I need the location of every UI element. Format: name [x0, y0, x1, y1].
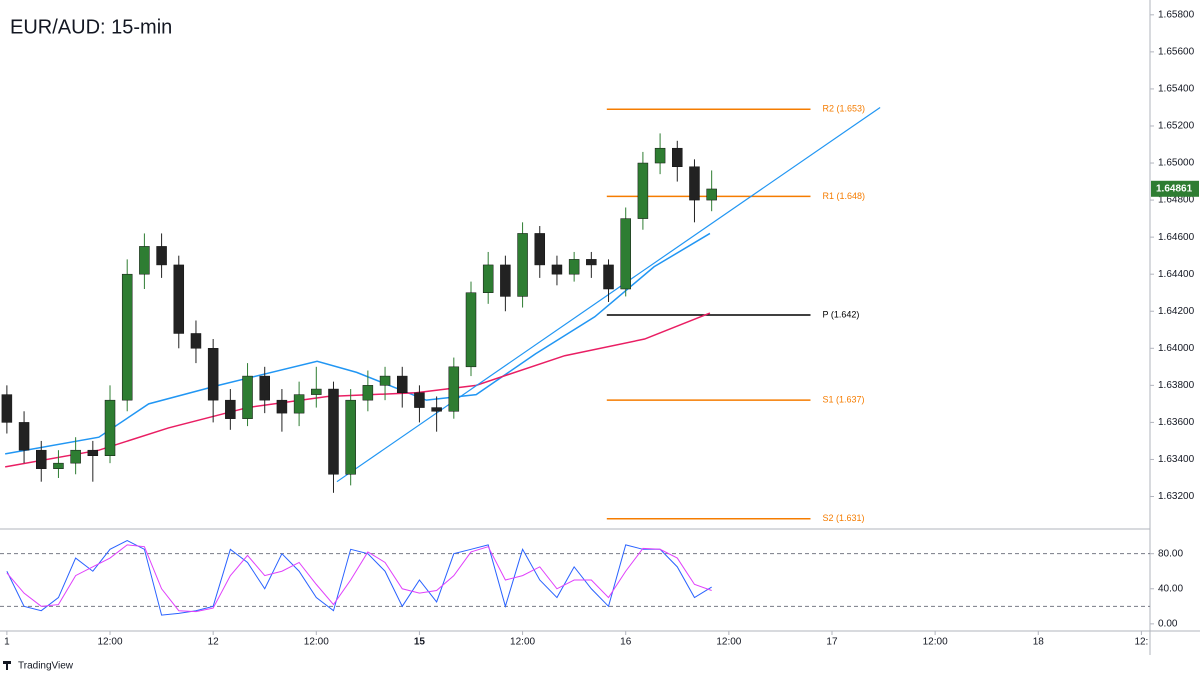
y-tick-label: 1.64400: [1158, 269, 1195, 280]
pivot-label: R2 (1.653): [823, 104, 866, 114]
candle-body: [500, 264, 511, 297]
candle-body: [637, 162, 649, 219]
y-tick-label: 1.64000: [1158, 343, 1195, 354]
candle-body: [362, 385, 374, 401]
x-tick-label: 18: [1033, 637, 1045, 648]
pivot-label: S2 (1.631): [823, 513, 865, 523]
y-tick-label: 1.63800: [1158, 380, 1195, 391]
candle-body: [328, 388, 339, 475]
y-tick-label: 1.63400: [1158, 454, 1195, 465]
candle-body: [276, 399, 288, 414]
y-tick-label: 1.65600: [1158, 47, 1195, 58]
candle-body: [259, 375, 270, 401]
y-tick-label: 1.65200: [1158, 121, 1195, 132]
candle-body: [396, 375, 408, 394]
candle-body: [654, 147, 666, 164]
y-tick-label: 1.64200: [1158, 306, 1195, 317]
candle-body: [70, 449, 81, 464]
y-tick-label: 1.63200: [1158, 491, 1195, 502]
candle-body: [156, 246, 167, 266]
y-tick-label: 1.64600: [1158, 232, 1195, 243]
candle-body: [534, 233, 546, 266]
last-price-box: [1151, 180, 1199, 197]
candle-body: [207, 348, 219, 401]
candle-body: [121, 273, 133, 401]
candle-body: [18, 422, 30, 451]
candle-body: [139, 246, 150, 275]
candle-body: [311, 388, 322, 395]
candle-body: [706, 188, 717, 201]
x-tick-label: 12:00: [716, 637, 741, 648]
candle-body: [53, 462, 64, 469]
y-tick-label: 1.65800: [1158, 9, 1195, 20]
candle-body: [36, 449, 47, 469]
pivot-label: S1 (1.637): [823, 395, 865, 405]
candle-body: [689, 166, 700, 201]
candle-body: [517, 233, 528, 297]
candle-body: [173, 264, 185, 334]
candle-body: [620, 218, 631, 290]
footer: TradingView: [18, 661, 74, 672]
x-tick-label: 17: [826, 637, 838, 648]
x-tick-label: 12:00: [97, 637, 122, 648]
candle-body: [672, 147, 683, 167]
candle-body: [379, 375, 391, 386]
x-tick-label: 16: [620, 637, 632, 648]
indicator-tick-label: 0.00: [1158, 619, 1178, 630]
candle-body: [482, 264, 494, 293]
candle-body: [414, 392, 425, 408]
candle-body: [551, 264, 563, 275]
x-tick-label: 12:00: [510, 637, 535, 648]
logo: [3, 661, 11, 670]
x-tick-label: 15: [414, 637, 426, 648]
x-tick-label: 12:00: [923, 637, 948, 648]
last-price-label: 1.64861: [1156, 183, 1193, 194]
candle-body: [586, 259, 597, 266]
candle-body: [345, 399, 356, 475]
x-tick-label: 1: [4, 637, 10, 648]
candle-body: [568, 259, 580, 275]
x-tick-label: 12:: [1134, 637, 1148, 648]
indicator-tick-label: 80.00: [1158, 548, 1183, 559]
candle-body: [448, 366, 460, 412]
candle-body: [1, 394, 13, 423]
candle-body: [603, 264, 614, 290]
candle-body: [465, 292, 477, 368]
candle-body: [431, 407, 442, 412]
stochastic-line: [6, 544, 712, 613]
y-tick-label: 1.65400: [1158, 84, 1195, 95]
candle-body: [104, 399, 116, 456]
y-tick-label: 1.65000: [1158, 158, 1195, 169]
x-tick-label: 12: [208, 637, 220, 648]
candle-body: [190, 333, 202, 349]
chart-title: EUR/AUD: 15-min: [10, 16, 172, 38]
candle-body: [293, 394, 305, 414]
y-tick-label: 1.63600: [1158, 417, 1195, 428]
candle-body: [87, 449, 99, 456]
y-tick-label: 1.64800: [1158, 195, 1195, 206]
stochastic-line: [6, 539, 712, 616]
x-tick-label: 12:00: [304, 637, 329, 648]
candle-body: [242, 375, 253, 419]
pivot-label: P (1.642): [823, 309, 860, 319]
pivot-label: R1 (1.648): [823, 191, 866, 201]
candle-body: [225, 399, 236, 419]
moving-average: [5, 232, 711, 455]
indicator-tick-label: 40.00: [1158, 583, 1183, 594]
